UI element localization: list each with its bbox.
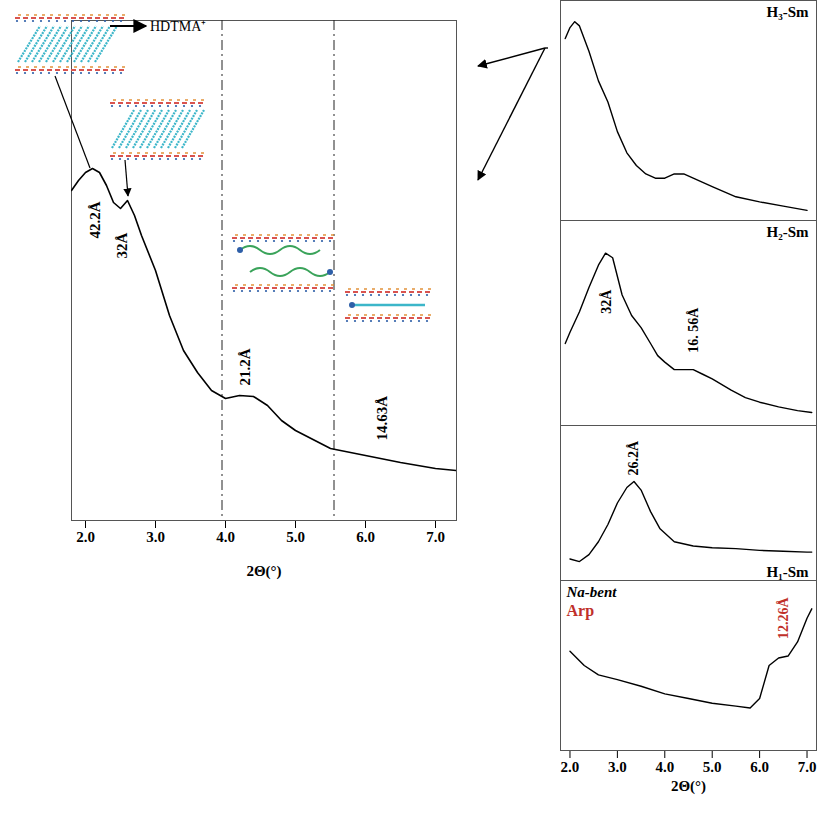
svg-text:12.26Å: 12.26Å [776, 597, 791, 640]
svg-text:32Å: 32Å [599, 289, 614, 314]
svg-text:2.0: 2.0 [561, 759, 580, 775]
svg-text:6.0: 6.0 [356, 529, 375, 545]
svg-text:32Å: 32Å [114, 233, 130, 259]
svg-text:21.2Å: 21.2Å [237, 348, 253, 385]
svg-text:HDTMA⁺: HDTMA⁺ [150, 19, 206, 34]
svg-text:5.0: 5.0 [286, 529, 305, 545]
svg-text:H₂-Sm: H₂-Sm [767, 224, 810, 240]
svg-text:3.0: 3.0 [146, 529, 165, 545]
svg-text:42.2Å: 42.2Å [87, 201, 103, 238]
svg-text:2Θ(°): 2Θ(°) [671, 778, 706, 795]
svg-text:7.0: 7.0 [798, 759, 817, 775]
svg-text:Arp: Arp [567, 602, 595, 620]
svg-text:3.0: 3.0 [608, 759, 627, 775]
svg-text:5.0: 5.0 [703, 759, 722, 775]
svg-text:2Θ(°): 2Θ(°) [246, 563, 281, 580]
svg-text:7.0: 7.0 [426, 529, 445, 545]
svg-text:H₃-Sm: H₃-Sm [767, 4, 810, 20]
svg-text:4.0: 4.0 [216, 529, 235, 545]
svg-text:6.0: 6.0 [750, 759, 769, 775]
svg-text:2.0: 2.0 [76, 529, 95, 545]
svg-text:26.2Å: 26.2Å [626, 440, 641, 476]
svg-text:16. 56Å: 16. 56Å [686, 307, 701, 353]
svg-text:Na-bent: Na-bent [566, 584, 618, 600]
svg-text:14.63Å: 14.63Å [374, 396, 390, 441]
svg-text:4.0: 4.0 [655, 759, 674, 775]
svg-text:H₁-Sm: H₁-Sm [767, 564, 810, 580]
